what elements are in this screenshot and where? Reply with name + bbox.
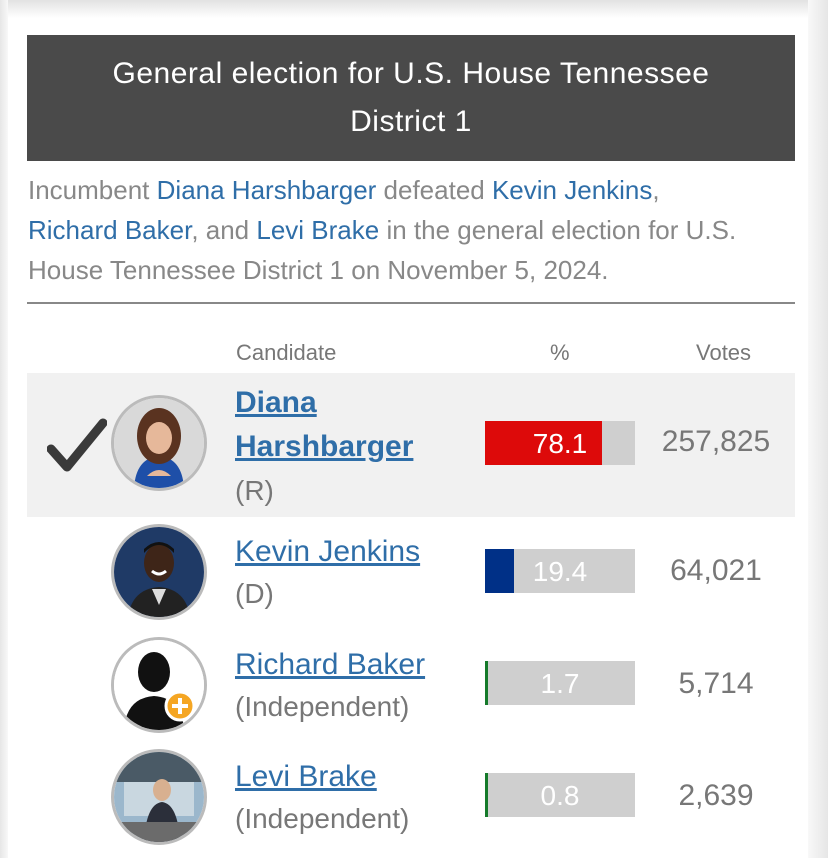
vote-bar-fill-baker	[485, 661, 488, 705]
candidate-row-harshbarger: Diana Harshbarger (R) 78.1 257,825	[27, 373, 795, 517]
vote-bar-fill-harshbarger	[485, 421, 603, 465]
election-title: General election for U.S. House Tennesse…	[27, 35, 795, 161]
avatar-jenkins	[111, 524, 207, 620]
candidate-row-jenkins: Kevin Jenkins (D) 19.4 64,021	[27, 520, 795, 638]
candidate-party-harshbarger: (R)	[235, 475, 274, 506]
avatar-baker	[111, 637, 207, 733]
candidate-party-jenkins: (D)	[235, 578, 274, 609]
candidate-row-brake: Levi Brake (Independent) 0.8 2,639	[27, 745, 795, 863]
candidate-name-baker[interactable]: Richard Baker	[235, 648, 426, 681]
summary-mid2: ,	[652, 175, 660, 205]
vote-percent-baker: 1.7	[540, 668, 580, 699]
vote-bar-fill-jenkins	[485, 549, 515, 593]
frame-right-shadow	[808, 0, 828, 858]
column-header-percent: %	[550, 340, 570, 365]
summary-prefix: Incumbent	[28, 175, 157, 205]
candidate-name-harshbarger-line1[interactable]: Diana	[235, 386, 317, 419]
vote-count-brake: 2,639	[678, 779, 754, 812]
candidate-party-brake: (Independent)	[235, 803, 410, 834]
silhouette-placeholder-icon	[114, 640, 204, 730]
summary-link-brake[interactable]: Levi Brake	[256, 215, 380, 245]
candidate-name-harshbarger-line2[interactable]: Harshbarger	[235, 430, 414, 463]
election-title-line2: District 1	[350, 105, 472, 138]
vote-bar-jenkins: 19.4	[485, 549, 635, 593]
vote-count-harshbarger: 257,825	[661, 425, 771, 458]
vote-percent-jenkins: 19.4	[532, 556, 588, 587]
election-title-line1: General election for U.S. House Tennesse…	[112, 57, 710, 90]
candidate-party-baker: (Independent)	[235, 691, 410, 722]
vote-bar-fill-brake	[485, 773, 488, 817]
vote-bar-brake: 0.8	[485, 773, 635, 817]
candidate-name-brake[interactable]: Levi Brake	[235, 760, 377, 793]
frame-left-shadow	[0, 0, 8, 858]
vote-bar-harshbarger: 78.1	[485, 421, 635, 465]
vote-percent-brake: 0.8	[540, 780, 580, 811]
frame-top-shadow	[0, 0, 828, 18]
candidate-name-jenkins[interactable]: Kevin Jenkins	[235, 535, 421, 568]
summary-suffix: in the general election for U.S. House T…	[28, 215, 737, 285]
summary-mid1: defeated	[376, 175, 492, 205]
election-summary: Incumbent Diana Harshbarger defeated Kev…	[28, 170, 798, 290]
column-header-candidate: Candidate	[236, 340, 337, 365]
summary-mid3: , and	[191, 215, 257, 245]
vote-percent-harshbarger: 78.1	[532, 428, 588, 459]
winner-check-icon	[47, 418, 107, 472]
column-header-votes: Votes	[696, 340, 752, 365]
vote-bar-baker: 1.7	[485, 661, 635, 705]
avatar-brake	[111, 749, 207, 845]
summary-link-jenkins[interactable]: Kevin Jenkins	[491, 175, 653, 205]
divider	[27, 302, 795, 304]
avatar-harshbarger	[111, 395, 207, 491]
vote-count-jenkins: 64,021	[670, 554, 762, 587]
candidate-row-baker: Richard Baker (Independent) 1.7 5,714	[27, 633, 795, 751]
summary-link-harshbarger[interactable]: Diana Harshbarger	[156, 175, 377, 205]
summary-link-baker[interactable]: Richard Baker	[28, 215, 192, 245]
vote-count-baker: 5,714	[678, 667, 754, 700]
